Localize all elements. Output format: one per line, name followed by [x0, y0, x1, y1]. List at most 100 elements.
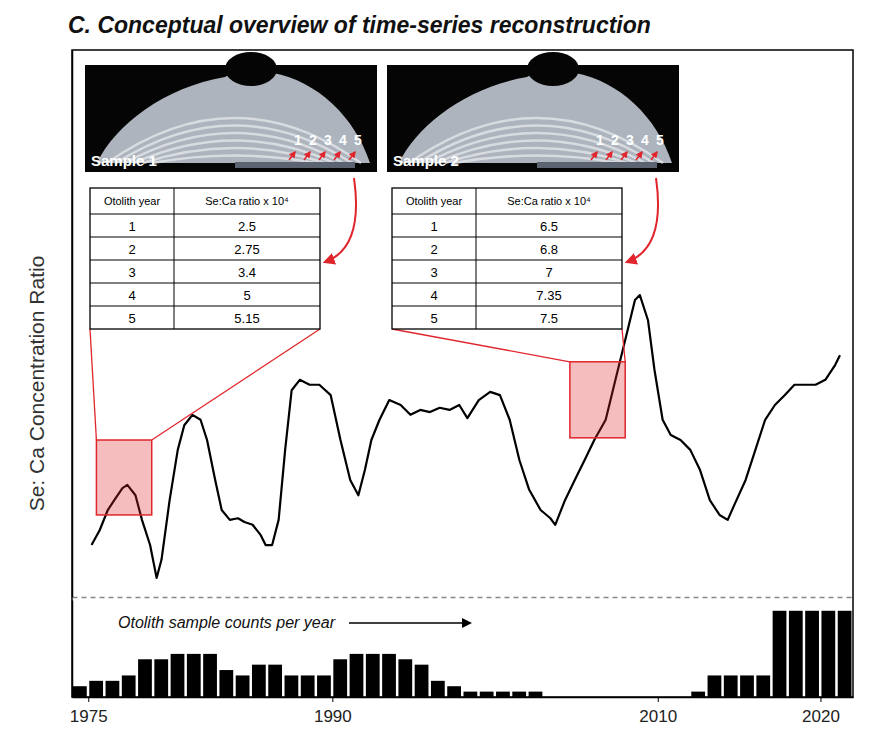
increment-arrow [289, 152, 295, 160]
increment-arrow [606, 152, 612, 160]
bar [122, 675, 136, 697]
growth-band [445, 148, 627, 163]
bar [268, 665, 282, 697]
growth-band [134, 141, 334, 164]
otolith-image: 12345Sample 1 [85, 52, 377, 172]
otolith-notch [527, 52, 579, 86]
bar [708, 675, 722, 697]
bar [821, 611, 835, 697]
table-header: Se:Ca ratio x 10⁴ [507, 195, 591, 207]
otolith-image: 12345Sample 2 [387, 52, 679, 172]
bar [512, 692, 526, 697]
increment-arrow [591, 152, 597, 160]
table-header: Otolith year [406, 195, 463, 207]
image-label: Sample 2 [393, 152, 459, 169]
bar [382, 654, 396, 697]
x-axis-line [73, 697, 854, 699]
x-tick: 1990 [314, 697, 352, 726]
table-cell: 4 [430, 288, 437, 303]
y-axis-line [72, 601, 74, 698]
image-to-table-arrow [325, 178, 356, 262]
image-scale-strip [537, 162, 657, 168]
bar [496, 692, 510, 697]
otolith-shape [97, 71, 370, 163]
increment-label: 2 [611, 132, 619, 148]
table-cell: 6.5 [540, 219, 558, 234]
bar-plot [73, 611, 852, 697]
table-cell: 3 [128, 265, 135, 280]
table-cell: 5 [243, 288, 250, 303]
bar [464, 692, 478, 697]
x-tick-mark [658, 697, 659, 702]
table-rule [392, 214, 622, 215]
increment-arrow [651, 152, 657, 160]
increment-label: 3 [626, 132, 634, 148]
bar [301, 675, 315, 697]
table-cell: 5 [430, 311, 437, 326]
table-divider [174, 188, 175, 329]
increment-arrow [349, 152, 355, 160]
table-cell: 2.5 [238, 219, 256, 234]
bar [740, 675, 754, 697]
connector-line [392, 329, 570, 362]
x-tick-mark [332, 697, 333, 702]
connector-line [622, 329, 625, 362]
bar-chart-title: Otolith sample counts per year [118, 614, 336, 631]
line-y-axis [72, 51, 73, 598]
x-tick-label: 1990 [314, 707, 352, 726]
image-to-table-arrow [627, 178, 658, 262]
plot-frame [72, 50, 853, 697]
growth-band [143, 148, 325, 163]
bar [171, 654, 185, 697]
table-cell: 5.15 [234, 311, 259, 326]
line-x-axis [73, 597, 854, 598]
table-frame [90, 188, 320, 329]
chart-figure: C. Conceptual overview of time-series re… [0, 0, 871, 737]
increment-arrow [319, 152, 325, 160]
bar [447, 686, 461, 697]
line-plot [92, 295, 840, 578]
bar [398, 659, 412, 697]
x-tick-label: 2010 [639, 707, 677, 726]
growth-band [427, 133, 645, 163]
growth-band [436, 141, 636, 164]
table-rule [392, 306, 622, 307]
table-divider [476, 188, 477, 329]
otolith-shape [399, 71, 672, 163]
table-header: Otolith year [104, 195, 161, 207]
increment-label: 1 [596, 132, 604, 148]
increment-label: 4 [339, 132, 347, 148]
increment-label: 5 [354, 132, 362, 148]
highlight-box [96, 440, 151, 515]
bar [529, 692, 543, 697]
bar [154, 659, 168, 697]
bar [415, 665, 429, 697]
bar [138, 659, 152, 697]
data-line [92, 295, 840, 578]
increment-arrow [621, 152, 627, 160]
bar-y-axis [72, 601, 73, 698]
connectors [90, 329, 625, 440]
bar [73, 686, 87, 697]
x-tick: 2010 [639, 697, 677, 726]
bar [219, 670, 233, 697]
table-cell: 1 [128, 219, 135, 234]
x-tick-mark [88, 697, 89, 702]
increment-label: 1 [294, 132, 302, 148]
bar [431, 681, 445, 697]
bar [773, 611, 787, 697]
highlights [96, 362, 625, 515]
table-cell: 2 [430, 242, 437, 257]
chart-title: C. Conceptual overview of time-series re… [68, 12, 651, 38]
bar [838, 611, 852, 697]
increment-arrow [334, 152, 340, 160]
table-cell: 6.8 [540, 242, 558, 257]
table-rule [90, 306, 320, 307]
bar [187, 654, 201, 697]
data-table: Otolith yearSe:Ca ratio x 10⁴16.526.8374… [392, 188, 622, 329]
table-cell: 5 [128, 311, 135, 326]
data-table: Otolith yearSe:Ca ratio x 10⁴12.522.7533… [90, 188, 320, 329]
increment-arrow [304, 152, 310, 160]
y-axis-title: Se: Ca Concentration Ratio [25, 256, 48, 512]
bar [252, 665, 266, 697]
